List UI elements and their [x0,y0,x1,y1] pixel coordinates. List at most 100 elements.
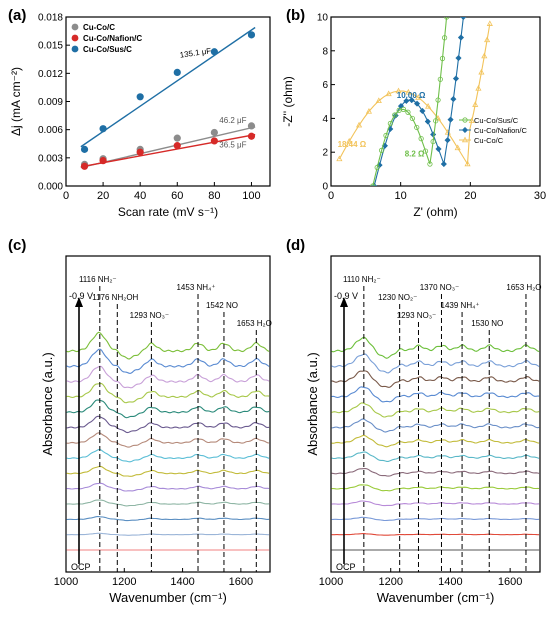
panel-c-peak-label: 1453 NH₄⁺ [176,283,215,292]
panel-d-spectrum-trace [331,533,540,536]
panel-d-spectrum-trace [331,336,540,359]
panel-c-xtick-label: 1200 [112,576,136,588]
panel-b-marker [408,96,415,104]
panel-b-marker [461,126,469,134]
panel-b-series-line [373,17,464,186]
panel-a-ytick-label: 0.012 [38,69,63,80]
panel-b-marker [430,138,436,145]
panel-b-plot-area [336,17,493,186]
panel-b-legend-label: Cu-Co/Sus/C [474,116,519,125]
panel-a-ytick-label: 0.018 [38,13,63,24]
panel-d-spectrum-trace [331,516,540,522]
panel-c-xlabel: Wavenumber (cm⁻¹) [109,590,227,605]
panel-d-spectrum-trace [331,353,540,374]
panel-d-spectrum-trace [331,434,540,448]
panel-b-marker [418,136,424,142]
panel-a-point [210,48,218,56]
panel-a-legend-label: Cu-Co/Sus/C [83,45,132,54]
panel-b-ytick-label: 8 [322,46,328,57]
panel-a-legend-marker [71,45,79,53]
panel-a-point [136,93,144,101]
panel-b-marker [460,17,467,21]
panel-c-spectrum-trace [66,465,270,477]
panel-b-marker [450,95,457,103]
panel-a-point [136,148,144,156]
panel-b-xtick-label: 20 [464,190,476,202]
panel-c-peak-label: 1653 H₂O [237,319,272,328]
panel-c-spectrum-trace [66,432,270,448]
panel-c-xtick-label: 1400 [170,576,194,588]
panel-c-arrow-top-label: -0.9 V [69,291,93,301]
panel-a-ytick-label: 0.009 [38,97,63,108]
panel-d-peak-label: 1370 NO₃⁻ [420,283,460,292]
panel-c-spectrum-trace [66,482,270,492]
panel-b-marker [356,121,363,128]
panel-b-marker [437,76,443,82]
panel-c-peak-label: 1542 NO [206,301,238,310]
panel-c-peak-label: 1176 NH₂OH [92,293,138,302]
panel-c-xtick-label: 1000 [54,576,78,588]
panel-a-point [247,132,256,140]
panel-b-marker [400,106,407,112]
panel-b-marker [419,107,426,115]
panel-d-spectrum-trace [331,468,540,477]
panel-c-spectrum-trace [66,415,270,434]
panel-b-marker [414,124,420,131]
panel-a-point [247,122,256,130]
panel-d-frame [330,255,541,573]
panel-c-spectrum-trace [66,348,270,374]
panel-c-spectrum-trace [66,365,270,389]
panel-a-ytick-label: 0.003 [38,153,63,164]
panel-b-marker [413,100,421,107]
panel-b-marker [385,90,392,97]
panel-a-point [99,157,107,165]
panel-a-point [247,31,256,39]
panel-b-xtick-label: 30 [534,190,546,202]
panel-b-marker [486,20,493,26]
panel-b-marker [392,112,398,118]
panel-b-marker [405,88,412,95]
panel-b-series-line [338,23,491,166]
panel-a-xtick-label: 40 [134,190,146,202]
panel-b-ytick-label: 2 [322,148,328,159]
panel-d-peak-label: 1293 NO₃⁻ [397,311,437,320]
panel-b-marker [433,118,439,124]
panel-d-arrowhead [340,297,348,307]
panel-b-marker [395,87,402,94]
panel-b-marker [462,117,468,123]
panel-b-marker [435,97,441,103]
panel-b-resistance-label: 18.44 Ω [338,140,367,149]
panel-c-spectrum-trace [66,331,270,360]
panel-b-marker [439,55,446,62]
panel-a-xtick-label: 20 [97,190,109,202]
panel-b-marker [472,101,479,107]
panel-a-xlabel: Scan rate (mV s⁻¹) [118,205,218,219]
panel-b-marker [441,35,448,41]
panel-b-marker [452,75,460,82]
panel-c-frame [65,255,271,573]
panel-b-marker [415,94,422,100]
panel-c-arrow-bottom-label: OCP [71,562,91,572]
panel-b-ylabel: -Z'' (ohm) [281,76,295,127]
panel-a-ytick-label: 0.006 [38,125,63,136]
panel-b-resistance-label: 10.00 Ω [397,91,426,100]
panel-a-legend-marker [71,34,79,42]
panel-c-arrowhead [75,297,83,307]
panel-b-marker [425,102,432,109]
panel-b-frame [330,16,541,187]
panel-d-spectrum-trace [331,386,540,403]
panel-b-marker [370,183,376,186]
panel-b-marker [429,131,437,138]
panel-c-spectrum-trace [66,532,270,536]
panel-b-marker [378,147,385,153]
panel-b-marker [346,137,353,144]
panel-d-ylabel: Absorbance (a.u.) [305,352,320,455]
panel-a-point [210,137,218,145]
panel-c-spectrum-trace [66,516,270,522]
panel-b-marker [464,160,471,167]
panel-a-xtick-label: 60 [171,190,183,202]
panel-a-xtick-label: 0 [63,190,69,202]
panel-b-marker [484,36,491,43]
panel-d-spectrum-trace [331,370,540,388]
